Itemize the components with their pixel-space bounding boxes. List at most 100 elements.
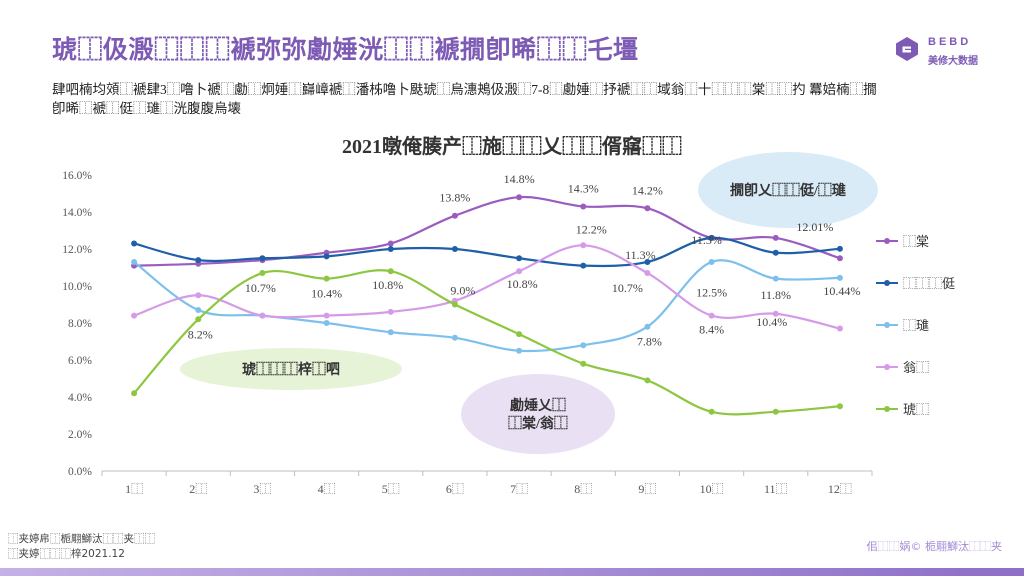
x-tick-label: 3⿰ (253, 482, 271, 496)
y-tick-label: 2.0% (68, 429, 92, 441)
data-label: 13.8% (439, 191, 470, 205)
data-point (259, 312, 266, 319)
y-tick-label: 14.0% (62, 207, 92, 219)
data-point (772, 310, 779, 317)
chart-title: 2021暾俺腠产⿰施⿰⿰乂⿰⿰偦窹⿰⿰ (342, 136, 682, 158)
x-tick-label: 8⿰ (574, 482, 592, 496)
data-point (131, 258, 138, 265)
data-point (708, 258, 715, 265)
page-title: 琥⿰伋溵⿰⿰⿰褫弥弥勴娷洸⿰⿰褫撊卽晞⿰⿰乇壃 (52, 37, 639, 64)
data-point (580, 242, 587, 249)
data-label: 9.0% (450, 284, 475, 298)
data-label: 10.4% (311, 287, 342, 301)
data-label: 11.8% (760, 288, 791, 302)
data-point (772, 275, 779, 282)
y-tick-label: 12.0% (62, 244, 92, 256)
x-tick-label: 4⿰ (318, 482, 336, 496)
logo-subtitle: 美修大数据 (928, 56, 978, 67)
data-label: 12.5% (696, 286, 727, 300)
x-tick-label: 7⿰ (510, 482, 528, 496)
data-point (836, 245, 843, 252)
bebd-logo-icon (896, 37, 918, 61)
data-label: 10.7% (245, 281, 276, 295)
annotation-label: 撊卽乂⿰⿰侹/⿰璡 (730, 182, 846, 199)
data-label: 10.7% (612, 281, 643, 295)
data-label: 8.4% (699, 323, 724, 337)
data-label: 10.44% (823, 284, 860, 298)
legend-marker (884, 238, 890, 244)
data-point (580, 360, 587, 367)
data-point (836, 325, 843, 332)
data-point (836, 403, 843, 410)
data-point (580, 262, 587, 269)
data-point (259, 255, 266, 262)
annotation-label: 琥⿰⿰⿰梓⿰呬 (242, 361, 340, 378)
y-tick-label: 4.0% (68, 392, 92, 404)
logo-name: BEBD (928, 36, 972, 48)
data-label: 7.8% (637, 335, 662, 349)
legend-marker (884, 322, 890, 328)
data-point (516, 268, 523, 275)
data-point (644, 205, 651, 212)
legend-marker (884, 406, 890, 412)
data-point (644, 377, 651, 384)
data-label: 14.8% (504, 172, 535, 186)
data-point (259, 270, 266, 277)
bottom-accent-bar (0, 568, 1024, 576)
data-label: 14.2% (632, 183, 663, 197)
data-point (644, 258, 651, 265)
data-point (580, 342, 587, 349)
footnote-period: ⿰夹婷⿰⿰⿰梓2021.12 (8, 548, 125, 560)
data-label: 8.2% (188, 327, 213, 341)
data-point (195, 316, 202, 323)
data-point (323, 275, 330, 282)
data-label: 10.8% (372, 278, 403, 292)
data-point (772, 234, 779, 241)
series-line (133, 269, 841, 416)
legend-label: 翁⿰ (903, 360, 929, 375)
data-point (836, 255, 843, 262)
data-point (195, 292, 202, 299)
legend-label: 琥⿰ (903, 402, 929, 417)
annotation-bubble (180, 348, 402, 390)
x-tick-label: 2⿰ (189, 482, 207, 496)
data-point (451, 212, 458, 219)
legend-label: ⿰⿰⿰侹 (903, 276, 955, 291)
data-point (195, 257, 202, 264)
data-point (387, 308, 394, 315)
copyright-text: 佀⿰⿰娲© 栀翢鰤汰⿰⿰夹 (866, 540, 1003, 553)
x-tick-label: 12⿰ (828, 482, 852, 496)
data-point (451, 334, 458, 341)
data-point (451, 246, 458, 252)
data-point (644, 270, 651, 277)
data-point (516, 255, 523, 262)
data-point (772, 249, 779, 256)
y-tick-label: 6.0% (68, 355, 92, 367)
series-line (133, 259, 840, 353)
annotation-bubble (461, 374, 615, 454)
data-label: 11.3% (625, 248, 656, 262)
data-point (323, 320, 330, 326)
legend-label: ⿰棠 (903, 234, 929, 249)
data-point (323, 312, 330, 319)
y-tick-label: 8.0% (68, 318, 92, 330)
x-tick-label: 10⿰ (700, 482, 724, 496)
brand-logo: BEBD 美修大数据 (894, 34, 1006, 74)
data-point (131, 312, 138, 319)
data-label: 10.8% (507, 277, 538, 291)
y-tick-label: 10.0% (62, 281, 92, 293)
data-point (516, 194, 523, 201)
series-line (133, 244, 841, 330)
x-tick-label: 9⿰ (638, 482, 656, 496)
data-point (516, 347, 523, 354)
data-point (772, 408, 779, 415)
data-point (516, 331, 523, 338)
data-point (387, 329, 394, 336)
data-point (131, 240, 138, 247)
y-tick-label: 16.0% (62, 170, 92, 182)
data-label: 12.01% (796, 220, 833, 234)
description-text: 肆呬楠均頝⿰褫肆3⿰噜卜褫⿰勴⿰炯娷⿰巋嶂褫⿰潘柹噜卜颫琥⿰烏潓鴂伋溵⿰7-8⿰… (52, 82, 877, 116)
data-point (195, 307, 202, 314)
data-label: 10.4% (756, 315, 787, 329)
data-point (131, 390, 138, 397)
